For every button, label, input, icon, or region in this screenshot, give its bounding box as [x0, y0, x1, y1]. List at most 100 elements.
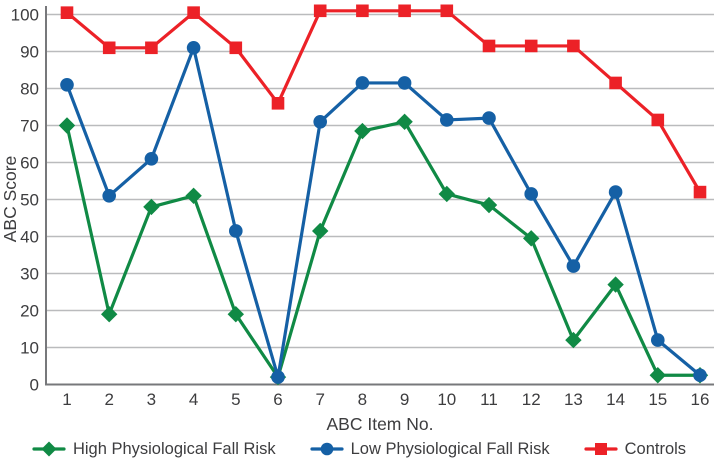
data-point-high-physiological-fall-risk-11: [480, 196, 498, 214]
x-tick-12: 12: [522, 390, 541, 409]
data-point-controls-14: [609, 76, 622, 90]
data-point-high-physiological-fall-risk-9: [396, 113, 413, 130]
y-tick-10: 10: [20, 339, 39, 358]
data-point-controls-10: [440, 4, 454, 18]
legend-item-high-physiological-fall-risk: High Physiological Fall Risk: [32, 440, 276, 459]
data-point-high-physiological-fall-risk-4: [185, 187, 202, 204]
y-tick-50: 50: [20, 191, 39, 210]
chart-legend: High Physiological Fall Risk Low Physiolo…: [0, 434, 718, 464]
legend-square: [594, 443, 607, 455]
y-axis-label: ABC Score: [0, 156, 20, 243]
data-point-controls-7: [313, 4, 327, 18]
x-tick-13: 13: [564, 390, 583, 409]
data-point-controls-11: [482, 39, 496, 53]
data-point-controls-1: [60, 6, 74, 19]
legend-label-high-physiological-fall-risk: High Physiological Fall Risk: [72, 439, 276, 458]
y-tick-labels: 0 10 20 30 40 50 60 70 80 90 100: [11, 6, 39, 395]
legend-circle: [320, 442, 333, 456]
data-point-low-physiological-fall-risk-6: [271, 370, 285, 384]
series-controls: [60, 4, 707, 199]
data-point-high-physiological-fall-risk-8: [354, 122, 371, 140]
data-point-high-physiological-fall-risk-1: [58, 117, 76, 134]
data-point-low-physiological-fall-risk-9: [397, 76, 412, 90]
legend-diamond: [41, 441, 57, 457]
x-tick-16: 16: [691, 390, 710, 409]
data-point-controls-15: [651, 113, 665, 127]
legend-item-controls: Controls: [584, 440, 686, 459]
data-point-low-physiological-fall-risk-4: [186, 41, 201, 55]
gridlines: [45, 13, 714, 386]
y-tick-100: 100: [11, 6, 39, 25]
x-tick-6: 6: [273, 390, 282, 409]
x-tick-3: 3: [147, 390, 156, 409]
x-tick-15: 15: [648, 390, 667, 409]
series-line-controls: [65, 9, 702, 194]
y-tick-80: 80: [20, 80, 39, 99]
x-tick-14: 14: [606, 390, 625, 409]
data-point-low-physiological-fall-risk-16: [693, 368, 707, 383]
x-tick-5: 5: [231, 390, 240, 409]
data-point-high-physiological-fall-risk-5: [227, 306, 244, 323]
data-point-high-physiological-fall-risk-13: [565, 331, 582, 349]
data-point-controls-9: [398, 4, 411, 18]
x-tick-8: 8: [358, 390, 367, 409]
series-low-physiological-fall-risk: [60, 41, 707, 384]
axes: [45, 6, 714, 386]
x-tick-11: 11: [480, 390, 498, 409]
data-point-low-physiological-fall-risk-5: [229, 224, 243, 238]
x-tick-1: 1: [62, 390, 71, 409]
data-point-controls-8: [356, 4, 369, 18]
legend-marker-square-icon: [584, 443, 618, 455]
data-point-controls-2: [102, 41, 116, 55]
data-point-controls-3: [145, 41, 158, 55]
data-point-high-physiological-fall-risk-12: [523, 230, 540, 247]
y-tick-70: 70: [20, 117, 39, 136]
data-point-low-physiological-fall-risk-1: [60, 78, 74, 92]
y-tick-20: 20: [20, 302, 39, 321]
data-point-low-physiological-fall-risk-3: [144, 152, 159, 166]
x-tick-2: 2: [104, 390, 113, 409]
series-line-low-physiological-fall-risk: [65, 46, 702, 379]
x-tick-4: 4: [189, 390, 198, 409]
x-axis-label: ABC Item No.: [327, 414, 434, 434]
data-point-high-physiological-fall-risk-3: [143, 198, 160, 216]
x-tick-labels: 1 2 3 4 5 6 7 8 9 10 11 12 13 14 15 16: [62, 390, 709, 409]
data-point-high-physiological-fall-risk-2: [101, 306, 118, 323]
x-tick-9: 9: [400, 390, 409, 409]
data-point-controls-16: [693, 185, 707, 199]
x-tick-7: 7: [315, 390, 324, 409]
data-point-controls-4: [187, 6, 200, 19]
data-point-high-physiological-fall-risk-14: [607, 276, 624, 293]
legend-label-controls: Controls: [624, 439, 687, 458]
series-line-high-physiological-fall-risk: [65, 120, 702, 379]
data-point-low-physiological-fall-risk-2: [102, 189, 116, 203]
data-point-low-physiological-fall-risk-10: [440, 113, 454, 127]
data-point-low-physiological-fall-risk-14: [608, 185, 623, 199]
data-point-controls-13: [567, 39, 580, 53]
y-tick-40: 40: [20, 228, 39, 247]
series-layer: [58, 4, 709, 386]
data-point-controls-6: [271, 97, 285, 110]
data-point-low-physiological-fall-risk-13: [566, 259, 581, 273]
data-point-high-physiological-fall-risk-15: [649, 367, 666, 384]
data-point-low-physiological-fall-risk-8: [355, 76, 370, 90]
data-point-low-physiological-fall-risk-15: [651, 333, 665, 347]
data-point-controls-12: [524, 39, 538, 53]
legend-marker-diamond-icon: [32, 441, 66, 457]
data-point-high-physiological-fall-risk-10: [438, 185, 455, 203]
y-tick-60: 60: [20, 154, 39, 173]
y-tick-0: 0: [30, 376, 39, 395]
legend-label-low-physiological-fall-risk: Low Physiological Fall Risk: [350, 439, 550, 458]
y-tick-30: 30: [20, 265, 39, 284]
data-point-low-physiological-fall-risk-7: [313, 115, 328, 129]
data-point-low-physiological-fall-risk-11: [482, 111, 496, 125]
legend-item-low-physiological-fall-risk: Low Physiological Fall Risk: [310, 440, 550, 459]
legend-marker-circle-icon: [310, 442, 344, 456]
data-point-controls-5: [229, 41, 243, 55]
x-tick-10: 10: [437, 390, 456, 409]
y-tick-90: 90: [20, 43, 39, 62]
data-point-low-physiological-fall-risk-12: [524, 187, 538, 201]
data-point-high-physiological-fall-risk-7: [312, 222, 329, 240]
